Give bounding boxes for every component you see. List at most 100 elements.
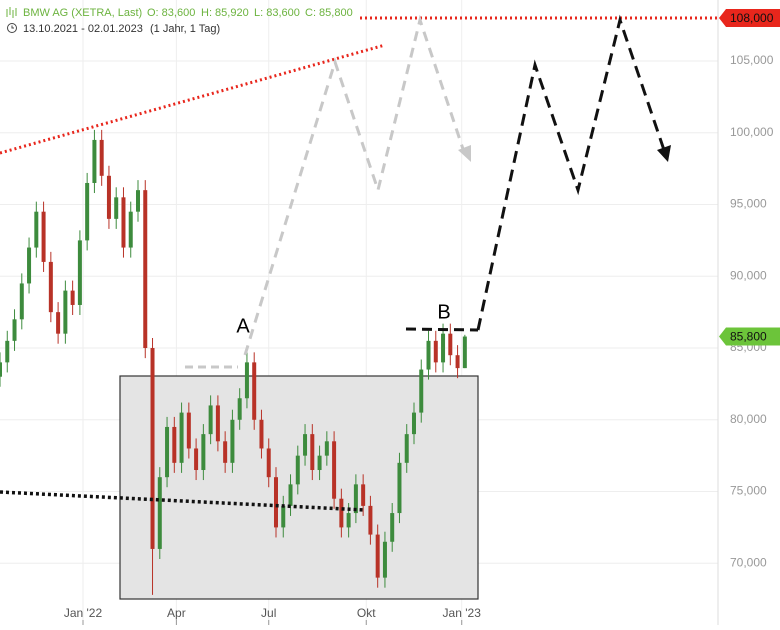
axis: 70,00075,00080,00085,00090,00095,000100,… (64, 8, 780, 625)
candle-body (346, 513, 351, 528)
x-tick-label: Jan '22 (64, 606, 103, 620)
candle-body (179, 412, 184, 463)
candle-body (433, 340, 438, 363)
y-tick-label: 95,000 (730, 197, 767, 211)
candle-body (150, 348, 155, 549)
candle-body (259, 419, 264, 449)
candle-body (121, 197, 126, 248)
candle-body (27, 247, 32, 284)
candle-body (41, 211, 46, 262)
period: (1 Jahr, 1 Tag) (150, 23, 220, 35)
candle-body (303, 434, 308, 456)
black-arrow (657, 145, 671, 162)
candle-body (201, 434, 206, 471)
ohlc: H: 85,920 (201, 7, 249, 19)
candle-body (223, 441, 228, 463)
ohlc: L: 83,600 (254, 7, 300, 19)
chart-icon (6, 7, 17, 18)
price-tag-label: 108,000 (730, 11, 774, 25)
candle-body (34, 211, 39, 248)
candle-body (404, 434, 409, 463)
gray-path (243, 14, 466, 356)
candle-body (252, 362, 257, 420)
candle-body (426, 340, 431, 370)
candle-body (56, 312, 61, 334)
x-tick-label: Okt (357, 606, 376, 620)
candles (0, 129, 467, 595)
y-tick-label: 70,000 (730, 555, 767, 569)
price-tag (719, 327, 780, 346)
candle-body (397, 462, 402, 514)
candle-body (237, 398, 242, 420)
candle-body (295, 455, 300, 485)
candle-body (77, 240, 82, 305)
candle-body (462, 336, 467, 369)
candle-body (324, 441, 329, 456)
support-line (0, 490, 366, 512)
annotation: A (236, 315, 250, 337)
candle-body (215, 405, 220, 442)
title: BMW AG (XETRA, Last) (23, 7, 142, 19)
black-level (405, 327, 479, 332)
candle-body (194, 448, 199, 471)
candle-body (143, 190, 148, 349)
ohlc: O: 83,600 (147, 7, 195, 19)
candle-body (230, 419, 235, 463)
candle-body (317, 455, 322, 471)
candle-body (244, 362, 249, 399)
ohlc: C: 85,800 (305, 7, 353, 19)
annotation: B (437, 301, 450, 323)
date-range: 13.10.2021 - 02.01.2023 (23, 23, 143, 35)
candle-body (208, 405, 213, 435)
candle-body (310, 434, 315, 471)
header: BMW AG (XETRA, Last) O: 83,600 H: 85,920… (6, 7, 353, 35)
candle-body (48, 261, 53, 313)
candle-body (339, 498, 344, 528)
x-tick-label: Apr (167, 606, 186, 620)
price-tag (719, 8, 780, 27)
drawings (0, 14, 718, 512)
trend-line (0, 43, 386, 155)
gray-arrow (458, 145, 471, 162)
clock-hand (11, 25, 14, 29)
candle-body (186, 412, 191, 449)
candle-body (106, 175, 111, 219)
candle-body (353, 484, 358, 514)
x-tick-label: Jul (261, 606, 276, 620)
candle-body (361, 484, 366, 506)
y-tick-label: 105,000 (730, 53, 774, 67)
candle-body (12, 319, 17, 341)
candle-body (368, 505, 373, 535)
y-tick-label: 100,000 (730, 125, 774, 139)
x-tick-label: Jan '23 (443, 606, 482, 620)
candle-body (266, 448, 271, 478)
candle-body (375, 534, 380, 578)
candle-body (19, 283, 24, 320)
candle-body (419, 369, 424, 413)
candle-body (70, 290, 75, 305)
candle-body (382, 541, 387, 578)
candle-body (390, 513, 395, 542)
candle-body (157, 477, 162, 549)
candle-body (5, 340, 10, 363)
candle-body (165, 426, 170, 478)
candle-body (332, 441, 337, 499)
candle-body (0, 362, 2, 377)
range-box (119, 375, 479, 600)
candle-body (455, 355, 460, 369)
candle-body (172, 426, 177, 463)
black-path (476, 14, 666, 331)
candle-body (135, 190, 140, 212)
y-tick-label: 75,000 (730, 484, 767, 498)
candle-body (99, 139, 104, 176)
clock-icon (7, 23, 17, 33)
candle-body (441, 333, 446, 363)
candle-body (128, 211, 133, 248)
candle-body (63, 290, 68, 334)
candle-body (114, 197, 119, 219)
candle-body (288, 484, 293, 506)
candle-body (281, 505, 286, 528)
candle-body (85, 182, 90, 241)
candle-body (92, 139, 97, 183)
